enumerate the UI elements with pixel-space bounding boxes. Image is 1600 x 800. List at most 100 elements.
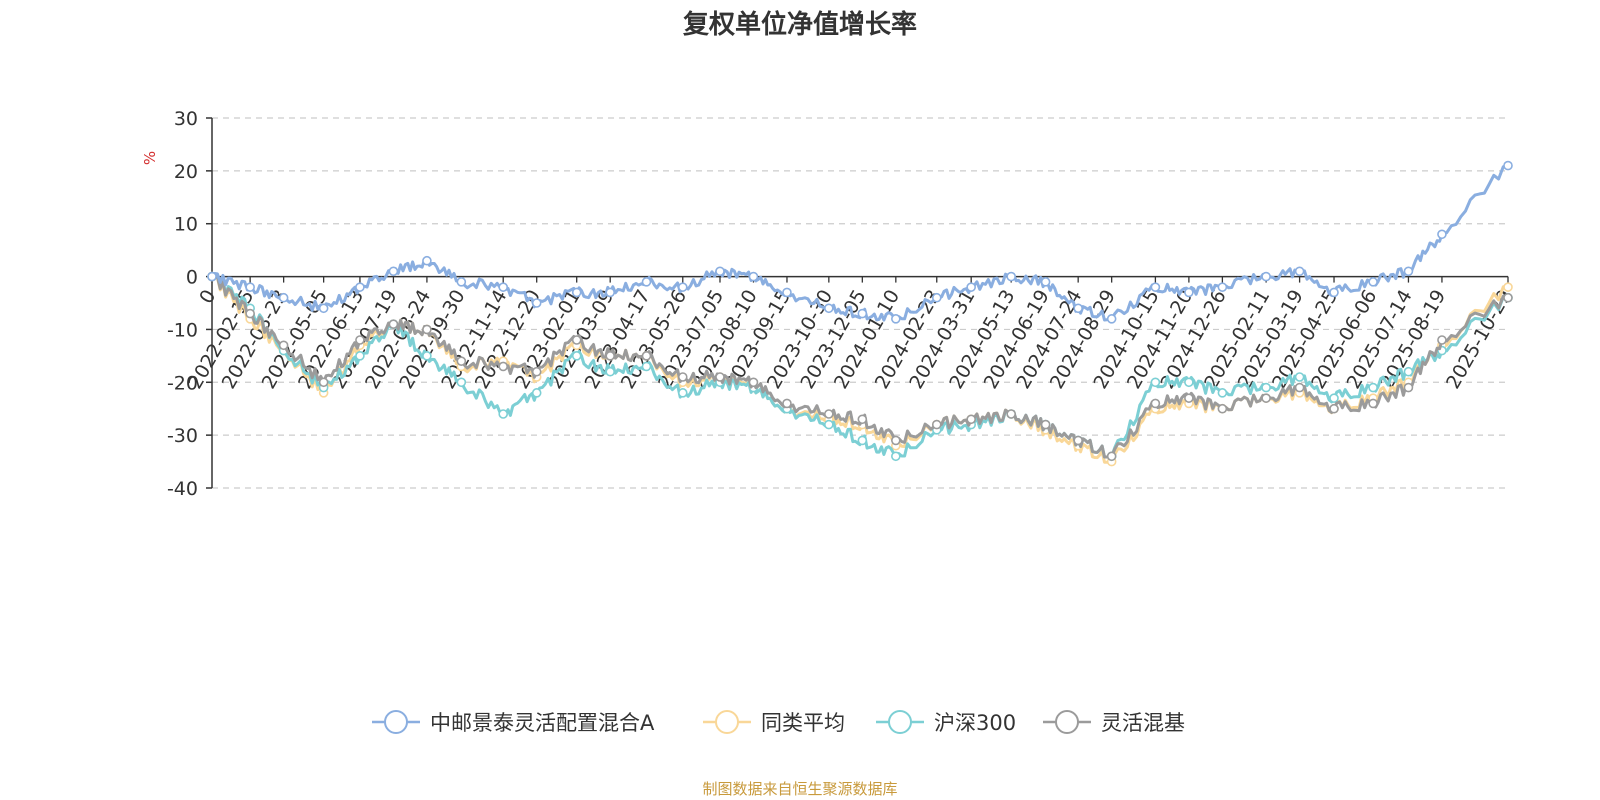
data-point — [1184, 287, 1194, 298]
y-tick-label: -40 — [167, 478, 198, 500]
data-point — [318, 377, 329, 388]
data-point — [245, 308, 255, 319]
data-point — [1261, 382, 1271, 393]
data-point — [571, 287, 582, 298]
legend-label: 同类平均 — [761, 711, 845, 735]
data-point — [1503, 282, 1513, 292]
data-point — [748, 271, 759, 282]
data-point — [498, 282, 509, 292]
data-point — [278, 340, 289, 351]
data-point — [1184, 393, 1194, 403]
data-point — [422, 255, 432, 266]
data-point — [966, 414, 976, 425]
legend-item[interactable]: 沪深300 — [876, 710, 1016, 735]
data-point — [891, 314, 901, 324]
legend-label: 沪深300 — [934, 711, 1016, 735]
data-point — [857, 308, 868, 319]
data-point — [1403, 366, 1414, 377]
data-point — [1294, 372, 1305, 382]
legend-marker — [384, 710, 408, 734]
y-tick-label: 20 — [174, 161, 198, 183]
data-point — [456, 377, 467, 388]
data-point — [531, 366, 542, 377]
data-point — [498, 409, 509, 419]
data-point — [1329, 287, 1339, 298]
data-point — [1073, 303, 1083, 314]
data-point — [931, 292, 942, 303]
data-point — [388, 266, 399, 277]
data-point — [1006, 271, 1016, 282]
data-point — [355, 351, 365, 361]
data-point — [1040, 277, 1051, 287]
data-point — [422, 324, 432, 335]
data-point — [355, 335, 365, 345]
data-point — [355, 282, 365, 292]
data-point — [1073, 435, 1083, 446]
y-tick-label: -30 — [167, 425, 198, 447]
data-point — [891, 451, 901, 462]
data-point — [1437, 335, 1447, 345]
data-point — [1294, 382, 1305, 393]
legend[interactable]: 中邮景泰灵活配置混合A 同类平均 沪深300 灵活混基 — [372, 710, 1185, 735]
series-line — [210, 164, 1509, 322]
data-point — [1217, 388, 1228, 398]
data-point — [857, 435, 868, 446]
legend-label: 中邮景泰灵活配置混合A — [430, 711, 655, 735]
data-point — [931, 419, 942, 430]
data-point — [715, 266, 725, 277]
legend-item[interactable]: 灵活混基 — [1043, 710, 1185, 735]
data-point — [1403, 266, 1414, 277]
data-point — [1217, 403, 1228, 414]
data-point — [1006, 409, 1016, 419]
data-point — [498, 361, 509, 372]
y-tick-label: -10 — [167, 319, 198, 341]
data-point — [677, 372, 688, 382]
legend-label: 灵活混基 — [1101, 711, 1185, 735]
y-tick-label: 0 — [186, 267, 198, 289]
data-point — [1368, 382, 1378, 393]
data-point — [1261, 393, 1271, 403]
data-point — [782, 287, 792, 298]
legend-item[interactable]: 同类平均 — [703, 710, 845, 735]
data-point — [1437, 229, 1447, 240]
legend-marker — [888, 710, 912, 734]
data-point — [748, 377, 759, 388]
data-point — [1503, 160, 1513, 171]
data-point — [531, 388, 542, 398]
data-point — [1106, 314, 1117, 324]
data-point — [824, 303, 834, 314]
legend-item[interactable]: 中邮景泰灵活配置混合A — [372, 710, 655, 735]
data-point — [1184, 377, 1194, 388]
data-point — [641, 277, 652, 287]
y-tick-label: 10 — [174, 214, 198, 236]
chart-title: 复权单位净值增长率 — [682, 10, 917, 40]
data-point — [1040, 419, 1051, 430]
series-line — [211, 272, 1509, 459]
data-point — [278, 292, 289, 303]
data-point — [207, 271, 217, 282]
legend-marker — [715, 710, 739, 734]
legend-marker — [1055, 710, 1079, 734]
data-point — [677, 282, 688, 292]
data-point — [782, 398, 792, 409]
x-tick-labels: 02022-02-152022-03-232022-05-052022-06-1… — [184, 286, 1516, 393]
data-point — [388, 319, 399, 329]
data-point — [824, 419, 834, 430]
source-note: 制图数据来自恒生聚源数据库 — [702, 780, 898, 798]
data-point — [605, 366, 615, 377]
data-point — [641, 351, 652, 361]
data-point — [422, 351, 432, 361]
data-point — [605, 351, 615, 361]
series-lines — [207, 160, 1513, 467]
data-point — [1403, 382, 1414, 393]
data-point — [1368, 277, 1378, 287]
data-point — [857, 414, 868, 425]
data-point — [456, 356, 467, 366]
data-point — [1368, 398, 1378, 409]
x-tick-label: 0 — [195, 286, 220, 307]
data-point — [571, 351, 582, 361]
data-point — [1150, 282, 1161, 292]
data-point — [531, 298, 542, 308]
data-point — [824, 409, 834, 419]
